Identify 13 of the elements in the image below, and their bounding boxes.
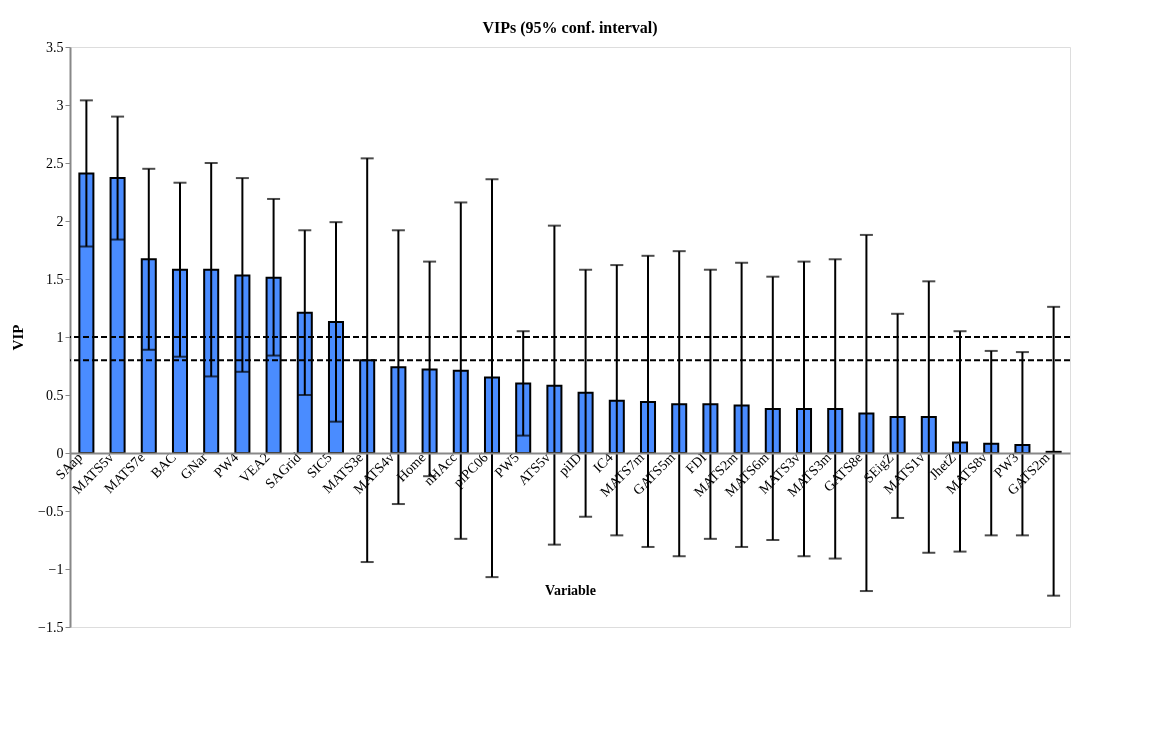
y-axis-title: VIP (10, 324, 27, 351)
y-tick-label: 2 (56, 213, 64, 229)
y-tick-label: −1 (48, 561, 64, 577)
y-tick-label: −1.5 (38, 619, 64, 635)
y-tick-label: 0.5 (46, 387, 64, 403)
y-tick-label: 2.5 (46, 155, 64, 171)
y-tick-label: −0.5 (38, 503, 64, 519)
y-tick-label: 3 (56, 97, 64, 113)
chart-title: VIPs (95% conf. interval) (482, 19, 658, 37)
y-tick-label: 1 (56, 329, 64, 345)
y-tick-label: 3.5 (46, 39, 64, 55)
x-axis-title: Variable (545, 582, 596, 598)
y-tick-label: 1.5 (46, 271, 64, 287)
